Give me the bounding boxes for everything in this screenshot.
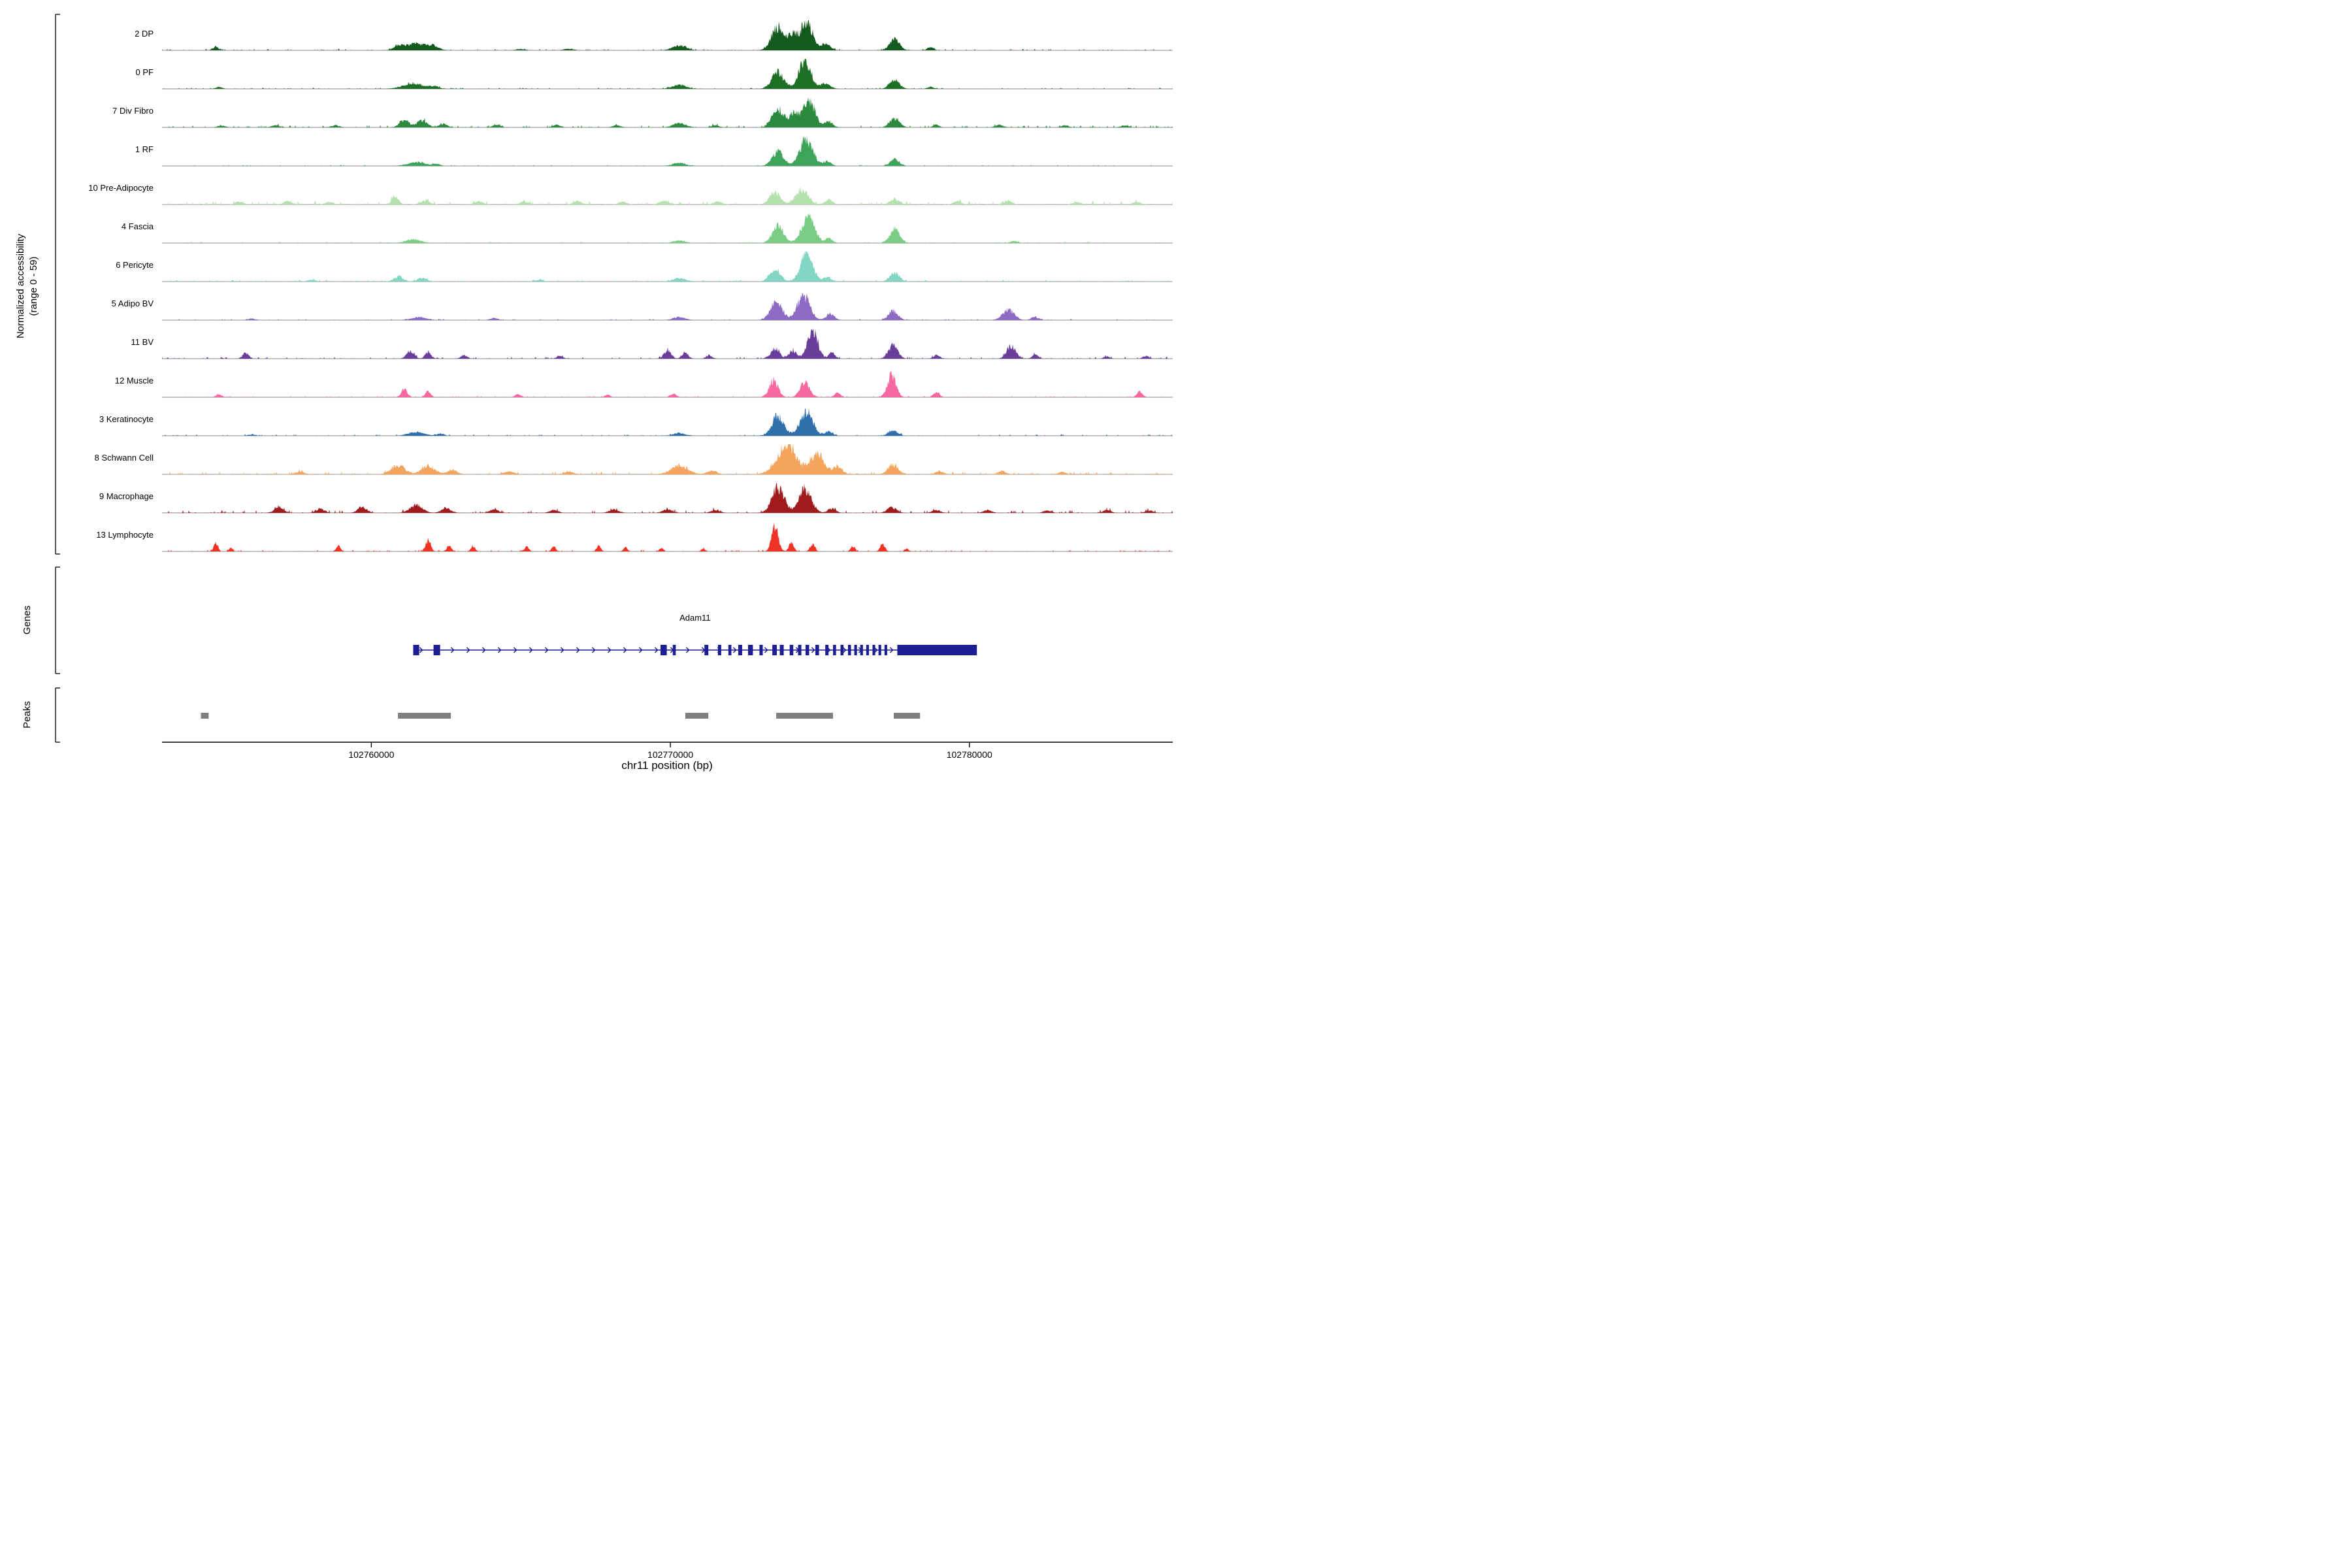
track-label: 5 Adipo BV: [111, 299, 154, 308]
gene-exon: [704, 645, 709, 655]
gene-exon: [717, 645, 721, 655]
gene-strand-arrow: [466, 647, 470, 653]
gene-strand-arrow: [607, 647, 612, 653]
peak-region: [201, 713, 209, 719]
gene-exon: [433, 645, 440, 655]
track-signal-8-schwann-cell: [162, 444, 1173, 474]
genes-section-label: Genes: [21, 605, 33, 635]
track-signal-11-bv: [162, 329, 1173, 359]
gene-exon: [660, 645, 667, 655]
track-label: 8 Schwann Cell: [94, 453, 154, 463]
gene-strand-arrow: [576, 647, 580, 653]
y-axis-label: Normalized accessibility (range 0 - 59): [14, 234, 41, 338]
track-label: 9 Macrophage: [99, 491, 154, 501]
track-label: 12 Muscle: [114, 376, 154, 385]
x-axis-title: chr11 position (bp): [621, 759, 713, 772]
gene-exon: [884, 645, 887, 655]
track-label: 7 Div Fibro: [112, 106, 154, 116]
gene-exon: [825, 645, 829, 655]
track-label: 6 Pericyte: [116, 260, 154, 270]
gene-label: Adam11: [679, 613, 711, 623]
gene-exon: [738, 645, 742, 655]
gene-strand-arrow: [450, 647, 455, 653]
track-signal-6-pericyte: [162, 252, 1173, 282]
gene-strand-arrow: [889, 647, 894, 653]
genome-coverage-figure: 102760000 102770000 102780000 Normalized a…: [0, 0, 1176, 784]
track-signal-3-keratinocyte: [162, 408, 1173, 436]
track-label: 1 RF: [135, 144, 154, 154]
track-label: 2 DP: [135, 29, 154, 39]
gene-exon: [779, 645, 784, 655]
gene-exon: [759, 645, 763, 655]
gene-exon: [413, 645, 419, 655]
gene-exon: [847, 645, 851, 655]
gene-strand-arrow: [842, 647, 847, 653]
gene-exon: [748, 645, 753, 655]
track-signal-12-muscle: [162, 370, 1173, 397]
peaks-section-label: Peaks: [21, 701, 33, 728]
track-signal-0-pf: [162, 59, 1173, 89]
track-label: 0 PF: [135, 67, 154, 77]
track-label: 3 Keratinocyte: [99, 414, 154, 424]
gene-strand-arrow: [513, 647, 517, 653]
track-label: 10 Pre-Adipocyte: [88, 183, 154, 193]
track-label: 13 Lymphocyte: [96, 530, 154, 540]
track-signal-4-fascia: [162, 213, 1173, 243]
track-signal-13-lymphocyte: [162, 523, 1173, 551]
gene-exon: [840, 645, 844, 655]
track-signal-9-macrophage: [162, 483, 1173, 513]
gene-exon: [854, 645, 857, 655]
gene-strand-arrow: [623, 647, 627, 653]
gene-exon: [872, 645, 875, 655]
gene-exon: [860, 645, 863, 655]
gene-strand-arrow: [638, 647, 643, 653]
gene-strand-arrow: [529, 647, 533, 653]
track-signal-2-dp: [162, 20, 1173, 50]
gene-exon: [772, 645, 777, 655]
track-signal-10-pre-adipocyte: [162, 186, 1173, 204]
x-axis-tick-label: 102780000: [947, 749, 992, 760]
gene-strand-arrow: [560, 647, 564, 653]
gene-exon: [866, 645, 869, 655]
track-signal-7-div-fibro: [162, 97, 1173, 127]
gene-strand-arrow: [732, 647, 737, 653]
gene-strand-arrow: [419, 647, 423, 653]
gene-exon: [789, 645, 794, 655]
plot-canvas: 102760000 102770000 102780000: [55, 14, 1173, 760]
gene-strand-arrow: [764, 647, 768, 653]
track-label: 11 BV: [131, 337, 154, 347]
x-axis-tick-label: 102760000: [348, 749, 394, 760]
peak-region: [893, 713, 921, 719]
gene-strand-arrow: [654, 647, 659, 653]
gene-strand-arrow: [811, 647, 815, 653]
gene-strand-arrow: [591, 647, 596, 653]
peak-region: [685, 713, 709, 719]
y-axis-label-line1: Normalized accessibility: [14, 233, 26, 339]
gene-strand-arrow: [482, 647, 486, 653]
gene-strand-arrow: [874, 647, 878, 653]
track-label: 4 Fascia: [121, 221, 154, 231]
gene-exon: [815, 645, 819, 655]
gene-exon: [878, 645, 881, 655]
gene-strand-arrow: [497, 647, 502, 653]
gene-exon: [728, 645, 732, 655]
gene-exon: [672, 645, 676, 655]
gene-strand-arrow: [685, 647, 690, 653]
track-signal-1-rf: [162, 136, 1173, 166]
gene-exon: [798, 645, 802, 655]
gene-exon: [833, 645, 836, 655]
x-axis-tick-label: 102770000: [647, 749, 693, 760]
track-signal-5-adipo-bv: [162, 293, 1173, 320]
gene-exon: [805, 645, 809, 655]
gene-exon: [897, 645, 977, 655]
gene-strand-arrow: [544, 647, 549, 653]
peak-region: [398, 713, 451, 719]
y-axis-label-line2: (range 0 - 59): [28, 256, 39, 316]
peak-region: [776, 713, 834, 719]
